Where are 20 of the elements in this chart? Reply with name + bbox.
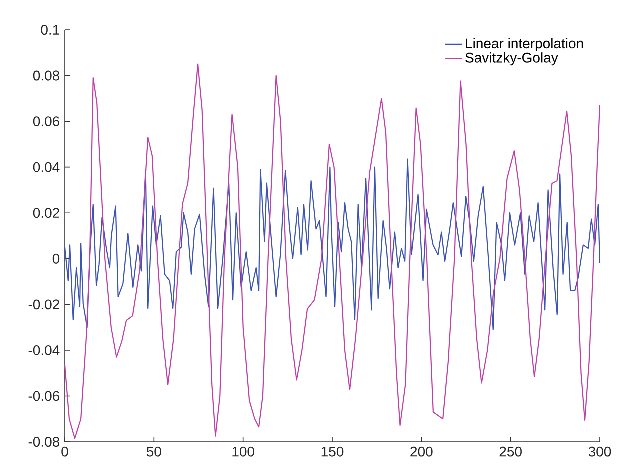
x-tick-label: 100 xyxy=(232,446,254,457)
legend-label: Linear interpolation xyxy=(466,38,584,52)
y-tick-label: -0.08 xyxy=(28,437,60,447)
y-tick-label: -0.02 xyxy=(28,300,60,310)
x-tick-label: 250 xyxy=(500,446,522,457)
y-tick-label: 0.06 xyxy=(33,116,60,127)
y-tick-label: 0.1 xyxy=(41,25,60,35)
y-tick-label: -0.04 xyxy=(28,345,60,356)
y-tick-label: 0.02 xyxy=(33,208,60,218)
x-tick-label: 0 xyxy=(62,446,68,457)
x-tick-label: 50 xyxy=(146,446,162,457)
y-tick-label: 0.04 xyxy=(33,162,60,172)
line-series xyxy=(64,158,601,330)
x-tick-label: 300 xyxy=(588,446,612,457)
legend-label: Savitzky-Golay xyxy=(466,52,558,66)
x-tick-label: 200 xyxy=(410,446,433,457)
y-tick-label: 0 xyxy=(52,254,60,264)
x-tick-label: 150 xyxy=(322,446,344,457)
y-tick-label: -0.06 xyxy=(28,391,60,402)
y-tick-label: 0.08 xyxy=(33,70,60,81)
